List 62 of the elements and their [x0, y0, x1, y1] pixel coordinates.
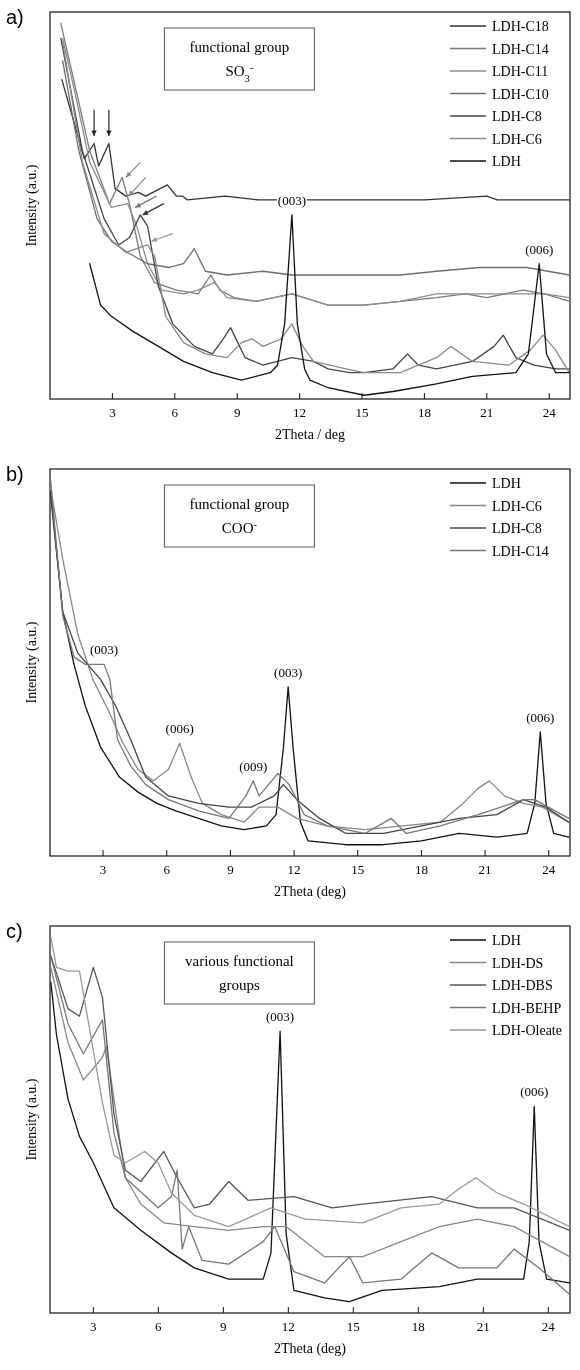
- x-axis-title: 2Theta (deg): [274, 1341, 347, 1357]
- chart-title: c): [6, 920, 23, 942]
- x-tick-label: 21: [476, 1319, 490, 1334]
- x-tick-label: 21: [478, 862, 492, 877]
- legend-label: LDH-C8: [492, 521, 542, 536]
- legend-label: LDH-BEHP: [492, 1000, 562, 1016]
- y-axis-title: Intensity (a.u.): [24, 164, 40, 247]
- annotation: (006): [165, 721, 194, 737]
- annotation: functional group: [189, 39, 290, 55]
- x-tick-label: 9: [227, 862, 234, 877]
- legend-label: LDH-C8: [492, 109, 542, 124]
- annotation: functional group: [189, 496, 290, 512]
- x-tick-label: 12: [281, 1319, 295, 1334]
- annotation: (003): [90, 642, 119, 658]
- annotation: (006): [526, 710, 555, 726]
- x-tick-label: 3: [109, 405, 116, 420]
- annotation: various functional: [185, 953, 294, 969]
- legend-label: LDH-DBS: [492, 978, 553, 993]
- legend-label: LDH-C11: [492, 64, 549, 79]
- annotation: COO$^{-}$: [221, 518, 258, 536]
- x-axis-title: 2Theta / deg: [275, 427, 345, 442]
- y-axis-title: Intensity (a.u.): [24, 621, 40, 704]
- annotation: (003): [274, 664, 303, 680]
- x-tick-label: 24: [542, 862, 556, 877]
- x-tick-label: 9: [220, 1319, 227, 1334]
- x-tick-label: 12: [293, 405, 307, 420]
- x-tick-label: 18: [417, 405, 431, 420]
- x-tick-label: 9: [233, 405, 241, 420]
- legend-label: LDH-DS: [492, 955, 544, 971]
- legend-label: LDH-C10: [492, 86, 549, 102]
- x-tick-label: 3: [99, 862, 107, 877]
- annotation: groups: [218, 977, 260, 993]
- x-tick-label: 18: [414, 862, 428, 877]
- legend-label: LDH: [492, 476, 521, 491]
- x-tick-label: 24: [542, 405, 557, 420]
- y-axis-title: Intensity (a.u.): [24, 1078, 40, 1161]
- x-tick-label: 12: [287, 862, 301, 877]
- annotation: (006): [520, 1084, 549, 1100]
- chart-title: a): [6, 6, 24, 28]
- annotation: (009): [239, 758, 268, 774]
- legend-label: LDH-Oleate: [492, 1023, 562, 1038]
- legend-label: LDH-C14: [492, 543, 549, 559]
- x-tick-label: 21: [480, 405, 494, 420]
- legend-label: LDH-C14: [492, 41, 549, 57]
- x-tick-label: 24: [541, 1319, 556, 1334]
- legend-label: LDH-C18: [492, 19, 549, 34]
- x-tick-label: 15: [351, 862, 365, 877]
- x-tick-label: 6: [163, 862, 171, 877]
- x-tick-label: 6: [171, 405, 179, 420]
- annotation: (006): [525, 241, 554, 257]
- x-axis-title: 2Theta (deg): [274, 884, 347, 900]
- legend-label: LDH-C6: [492, 131, 542, 147]
- x-tick-label: 3: [90, 1319, 97, 1334]
- x-tick-label: 18: [411, 1319, 425, 1334]
- x-tick-label: 6: [155, 1319, 163, 1334]
- legend-label: LDH-C6: [492, 498, 542, 514]
- annotation: (003): [266, 1009, 295, 1025]
- legend-label: LDH: [492, 933, 521, 948]
- legend-label: LDH: [492, 154, 521, 169]
- chart-title: b): [6, 463, 24, 485]
- x-tick-label: 15: [346, 1319, 360, 1334]
- x-tick-label: 15: [355, 405, 369, 420]
